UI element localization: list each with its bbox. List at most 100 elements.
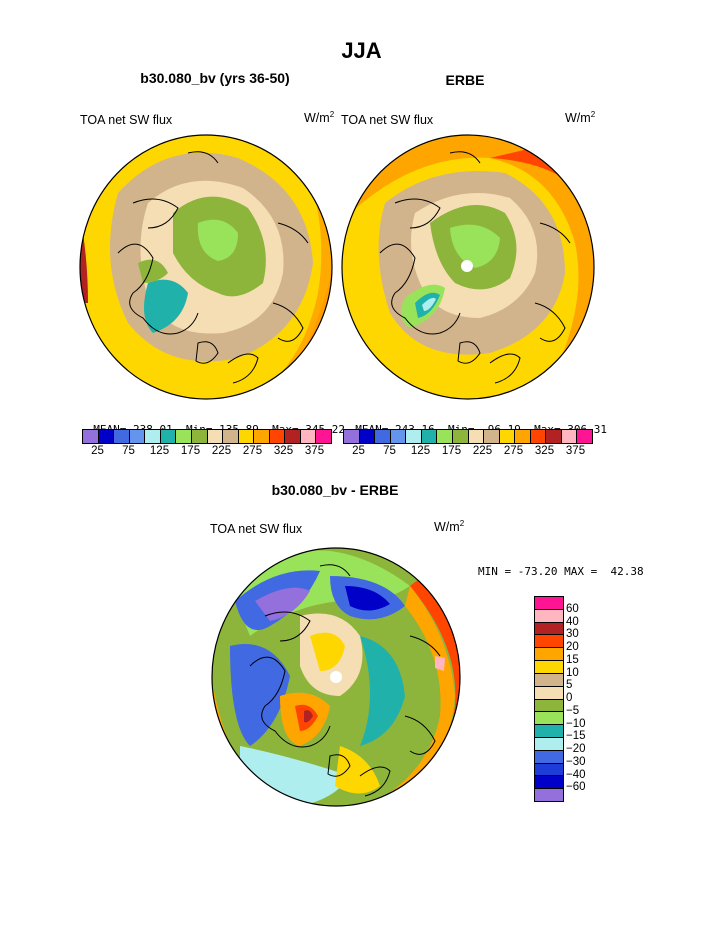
colorbar-tick-label: 325: [534, 445, 555, 457]
colorbar-swatch: [315, 430, 331, 443]
colorbar-tick-label: 40: [566, 615, 579, 628]
colorbar-swatch: [97, 430, 114, 443]
colorbar-swatch: [483, 430, 499, 443]
colorbar-swatch: [358, 430, 375, 443]
colorbar-tick-label: 60: [566, 602, 579, 615]
units-exponent: 2: [329, 110, 335, 119]
colorbar-swatch: [467, 430, 484, 443]
colorbar-swatch: [128, 430, 145, 443]
colorbar-tick-label: 15: [566, 653, 579, 666]
colorbar-swatch: [451, 430, 468, 443]
colorbar-tick-label: 25: [352, 445, 365, 457]
colorbar-swatch: [535, 698, 563, 712]
colorbar-swatch: [420, 430, 437, 443]
colorbar-swatch: [436, 430, 452, 443]
colorbar-swatch: [344, 430, 359, 443]
colorbar-swatch: [535, 672, 563, 686]
units-exponent: 2: [590, 110, 596, 119]
colorbar-swatch: [535, 749, 563, 763]
colorbar-tick-label: 275: [503, 445, 524, 457]
colorbar-swatch: [535, 634, 563, 648]
model-units-label: W/m2: [304, 110, 334, 125]
colorbar-swatch: [535, 685, 563, 699]
colorbar-swatch: [389, 430, 406, 443]
colorbar-swatch: [237, 430, 254, 443]
diff-units-label: W/m2: [434, 519, 464, 534]
colorbar-tick-label: −40: [566, 768, 586, 781]
colorbar-swatch: [175, 430, 191, 443]
colorbar-tick-label: 75: [383, 445, 396, 457]
colorbar-tick-label: 225: [211, 445, 232, 457]
colorbar-tick-label: 20: [566, 641, 579, 653]
colorbar-tick-label: 5: [566, 679, 573, 692]
colorbar-swatch: [144, 430, 160, 443]
colorbar-tick-label: 275: [242, 445, 263, 457]
model-colorbar: [82, 429, 332, 444]
obs-units-label: W/m2: [565, 110, 595, 125]
colorbar-tick-label: −10: [566, 717, 586, 730]
colorbar-swatch: [535, 660, 563, 673]
colorbar-tick-label: 25: [91, 445, 104, 457]
colorbar-tick-label: 375: [565, 445, 586, 457]
model-colorbar-ticks: 25 75 125 175 225 275 325 375: [82, 445, 332, 461]
colorbar-swatch: [374, 430, 390, 443]
diff-minmax: MIN = -73.20 MAX = 42.38: [478, 565, 644, 578]
model-case-title: b30.080_bv (yrs 36-50): [140, 70, 290, 86]
colorbar-tick-label: 125: [410, 445, 431, 457]
colorbar-swatch: [159, 430, 176, 443]
obs-colorbar-ticks: 25 75 125 175 225 275 325 375: [343, 445, 593, 461]
diff-variable-label: TOA net SW flux: [210, 522, 303, 536]
colorbar-tick-label: 375: [304, 445, 325, 457]
colorbar-swatch: [529, 430, 546, 443]
diff-case-title: b30.080_bv - ERBE: [271, 482, 399, 498]
diff-polar-map: [211, 547, 461, 807]
colorbar-swatch: [560, 430, 577, 443]
diff-colorbar: [534, 596, 564, 802]
colorbar-swatch: [535, 775, 563, 789]
colorbar-tick-label: 175: [441, 445, 462, 457]
colorbar-tick-label: 325: [273, 445, 294, 457]
units-exponent: 2: [459, 519, 465, 528]
colorbar-tick-label: 75: [122, 445, 135, 457]
colorbar-swatch: [535, 736, 563, 750]
colorbar-tick-label: 125: [149, 445, 170, 457]
diff-colorbar-ticks: 60 40 30 20 15 10 5 0 −5 −10 −15 −20 −30 −40 −60: [566, 596, 606, 802]
obs-variable-label: TOA net SW flux: [341, 113, 434, 127]
colorbar-tick-label: 0: [566, 692, 573, 704]
colorbar-swatch: [190, 430, 207, 443]
colorbar-tick-label: 10: [566, 666, 579, 679]
colorbar-swatch: [299, 430, 316, 443]
colorbar-swatch: [284, 430, 300, 443]
colorbar-swatch: [545, 430, 561, 443]
colorbar-swatch: [498, 430, 515, 443]
colorbar-swatch: [535, 724, 563, 737]
colorbar-swatch: [535, 711, 563, 725]
colorbar-swatch: [535, 647, 563, 661]
colorbar-swatch: [222, 430, 238, 443]
colorbar-swatch: [576, 430, 592, 443]
colorbar-swatch: [405, 430, 421, 443]
colorbar-swatch: [535, 621, 563, 635]
colorbar-swatch: [535, 608, 563, 622]
model-variable-label: TOA net SW flux: [80, 113, 173, 127]
colorbar-swatch: [206, 430, 223, 443]
colorbar-tick-label: −5: [566, 704, 580, 717]
units-base: W/m: [304, 111, 330, 126]
colorbar-swatch: [535, 762, 563, 776]
colorbar-swatch: [535, 597, 563, 609]
colorbar-tick-label: 30: [566, 628, 579, 641]
model-polar-map: [79, 134, 333, 400]
units-base: W/m: [565, 111, 591, 126]
obs-colorbar: [343, 429, 593, 444]
units-base: W/m: [434, 520, 460, 535]
colorbar-swatch: [253, 430, 269, 443]
obs-case-title: ERBE: [445, 72, 485, 88]
colorbar-swatch: [83, 430, 98, 443]
colorbar-swatch: [268, 430, 285, 443]
colorbar-swatch: [535, 788, 563, 801]
colorbar-tick-label: 225: [472, 445, 493, 457]
colorbar-tick-label: −60: [566, 781, 586, 794]
page-title: JJA: [341, 38, 382, 63]
obs-polar-map: [341, 134, 595, 400]
colorbar-tick-label: −15: [566, 730, 586, 743]
